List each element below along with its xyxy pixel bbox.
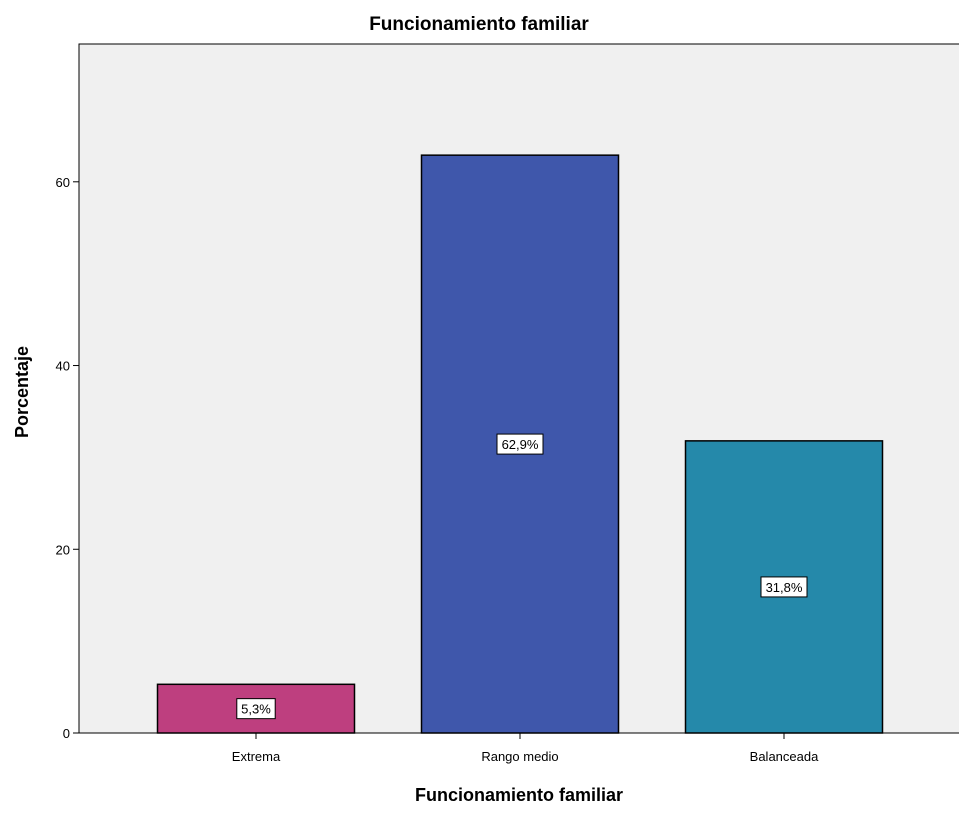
x-axis: Extrema Rango medio Balanceada [232, 733, 819, 764]
data-label-box [496, 433, 544, 455]
x-axis-title: Funcionamiento familiar [415, 785, 623, 805]
y-tick-label: 20 [56, 542, 70, 557]
y-tick-label: 40 [56, 359, 70, 374]
y-axis: 0 20 40 60 [56, 175, 79, 741]
x-tick-label: Rango medio [481, 749, 558, 764]
chart-title: Funcionamiento familiar [369, 14, 589, 35]
data-label: 5,3% [241, 702, 271, 717]
y-tick-label: 60 [56, 175, 70, 190]
x-tick-label: Balanceada [750, 749, 819, 764]
x-tick-label: Extrema [232, 749, 281, 764]
y-tick-label: 0 [63, 726, 70, 741]
data-label: 62,9% [502, 437, 539, 452]
y-axis-title: Porcentaje [12, 346, 32, 438]
data-label: 31,8% [766, 580, 803, 595]
data-label-box [760, 576, 808, 598]
data-label-box [236, 698, 276, 720]
data-labels-layer: 5,3% 62,9% 31,8% [236, 433, 808, 720]
